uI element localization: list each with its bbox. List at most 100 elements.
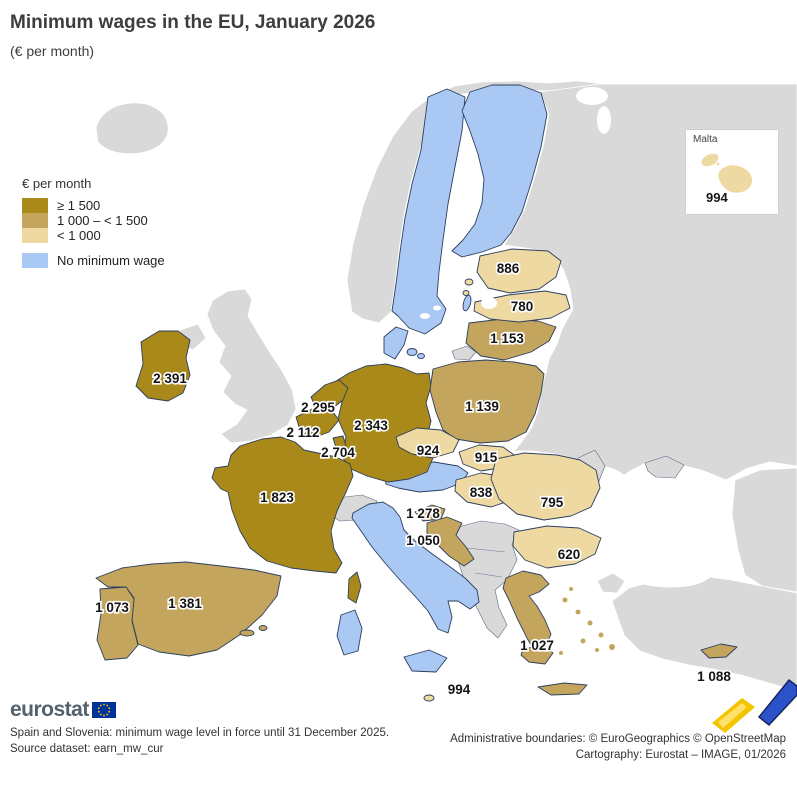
white-sea	[576, 87, 608, 105]
country-romania	[490, 452, 601, 521]
region-kaliningrad	[451, 345, 477, 361]
legend: € per month ≥ 1 500 1 000 – < 1 500 < 1 …	[22, 176, 165, 268]
label-france: 1 823	[260, 490, 294, 505]
island-crete	[537, 682, 588, 696]
country-estonia	[476, 248, 562, 294]
country-czechia	[395, 427, 460, 459]
malta-inset-value: 994	[706, 190, 728, 205]
page-title: Minimum wages in the EU, January 2026	[10, 12, 376, 33]
label-croatia: 1 050	[406, 533, 440, 548]
eurostat-logo-text: eurostat	[10, 698, 89, 721]
country-poland	[429, 359, 545, 444]
lake-vattern	[433, 305, 441, 311]
estonian-island-1	[464, 278, 474, 286]
legend-item-low: < 1 000	[22, 228, 165, 243]
footer-note-2: Source dataset: earn_mw_cur	[10, 743, 164, 755]
legend-label-mid: 1 000 – < 1 500	[57, 213, 148, 228]
credit-cartography: Cartography: Eurostat – IMAGE, 01/2026	[575, 749, 786, 761]
balkans-internal-border	[466, 547, 506, 578]
legend-swatch-high	[22, 198, 48, 213]
label-cyprus: 1 088	[697, 669, 731, 684]
crimea	[644, 455, 685, 479]
footer-left: eurostat Spain and Slovenia: minimum wag…	[10, 698, 389, 757]
label-greece: 1 027	[520, 638, 554, 653]
eurostat-logo: eurostat	[10, 698, 389, 721]
label-malta: 994	[448, 682, 471, 697]
country-denmark	[383, 326, 409, 360]
country-finland	[451, 84, 548, 258]
black-sea	[589, 466, 734, 588]
label-latvia: 780	[511, 299, 534, 314]
footer-notes: Spain and Slovenia: minimum wage level i…	[10, 725, 389, 757]
legend-label-low: < 1 000	[57, 228, 101, 243]
title-block: Minimum wages in the EU, January 2026 (€…	[10, 12, 375, 59]
gulf-of-riga	[481, 297, 497, 309]
legend-swatch-mid	[22, 213, 48, 228]
country-portugal	[96, 586, 139, 661]
island-sardinia	[336, 609, 363, 656]
label-romania: 795	[541, 495, 564, 510]
label-portugal: 1 073	[95, 600, 129, 615]
country-iceland	[95, 102, 169, 155]
legend-heading: € per month	[22, 176, 92, 191]
label-germany: 2 343	[354, 418, 388, 433]
country-croatia	[426, 516, 475, 567]
eu-flag-icon	[91, 702, 116, 718]
malta-inset-map	[701, 153, 753, 193]
legend-item-mid: 1 000 – < 1 500	[22, 213, 165, 228]
aegean-islands	[559, 587, 615, 655]
credit-boundaries: Administrative boundaries: © EuroGeograp…	[450, 733, 786, 745]
island-menorca	[258, 625, 268, 631]
lake-vanern	[420, 313, 430, 319]
country-malta	[423, 694, 435, 702]
label-netherlands: 2 295	[301, 400, 335, 415]
country-luxembourg	[332, 435, 347, 452]
island-corsica	[347, 571, 362, 604]
label-slovakia: 915	[475, 450, 498, 465]
footer-note-1: Spain and Slovenia: minimum wage level i…	[10, 727, 390, 739]
country-slovenia	[414, 504, 446, 522]
label-ireland: 2 391	[153, 371, 187, 386]
country-italy	[351, 501, 480, 634]
danish-island-1	[406, 348, 418, 356]
legend-item-none: No minimum wage	[22, 253, 165, 268]
country-ireland	[135, 330, 191, 402]
region-european-turkey	[596, 572, 626, 594]
country-united-kingdom	[206, 288, 297, 444]
malta-inset: Malta 994	[685, 129, 779, 215]
island-mallorca	[239, 629, 255, 637]
corner-ribbon	[712, 678, 797, 733]
region-peloponnese	[520, 644, 554, 665]
label-slovenia: 1 278	[406, 506, 440, 521]
label-lithuania: 1 153	[490, 331, 524, 346]
page-subtitle: (€ per month)	[10, 43, 95, 59]
legend-item-high: ≥ 1 500	[22, 198, 165, 213]
region-caucasus	[731, 467, 797, 593]
label-hungary: 838	[470, 485, 493, 500]
country-bulgaria	[512, 525, 602, 569]
legend-swatch-low	[22, 228, 48, 243]
country-france	[211, 436, 354, 574]
label-spain: 1 381	[168, 596, 202, 611]
country-sweden	[391, 88, 466, 335]
label-estonia: 886	[497, 261, 520, 276]
footer-credits: Administrative boundaries: © EuroGeograp…	[450, 731, 786, 763]
legend-label-none: No minimum wage	[57, 253, 165, 268]
island-sicily	[403, 649, 448, 673]
label-belgium: 2 112	[286, 425, 319, 440]
estonian-island-2	[462, 290, 470, 296]
country-belgium	[295, 407, 340, 439]
legend-label-high: ≥ 1 500	[57, 198, 101, 213]
country-cyprus	[700, 643, 738, 659]
danish-island-2	[417, 353, 425, 359]
country-greece	[502, 570, 552, 653]
label-poland: 1 139	[465, 399, 499, 414]
white-sea-arm	[597, 106, 611, 134]
island-gotland	[462, 294, 472, 312]
country-latvia	[473, 290, 571, 323]
label-bulgaria: 620	[558, 547, 581, 562]
legend-swatch-none	[22, 253, 48, 268]
label-luxembourg: 2 704	[321, 445, 355, 460]
label-czechia: 924	[417, 443, 440, 458]
